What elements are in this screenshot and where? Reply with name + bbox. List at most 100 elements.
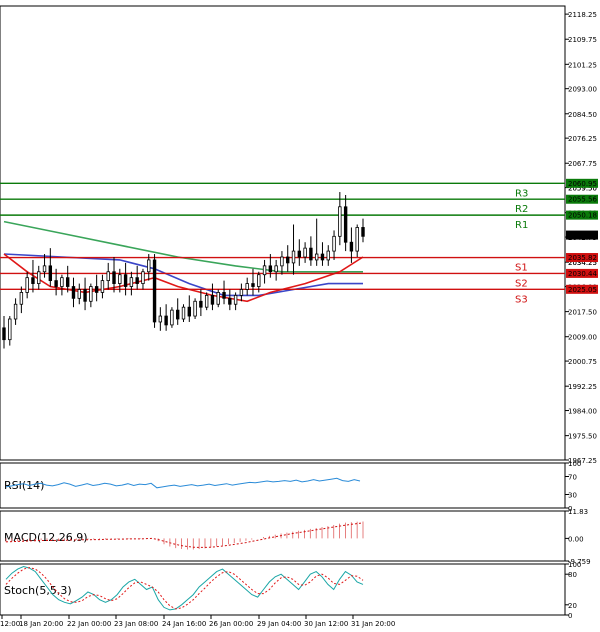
stoch-k-line <box>5 565 364 611</box>
candle-up <box>245 283 249 290</box>
candle-up <box>42 265 47 273</box>
candle-up <box>239 289 244 296</box>
candle-up <box>303 247 307 258</box>
level-name-r3: R3 <box>515 188 528 199</box>
price-tag-r1 <box>566 210 598 220</box>
candle-up <box>129 277 134 287</box>
candle-down <box>123 274 128 287</box>
macd-series: 11.83 0.00 -9.759 <box>5 508 591 566</box>
candle-down <box>65 277 70 287</box>
rsi-series: 100 70 30 0 <box>5 460 581 513</box>
price-tag-label-r2: 2055.56 <box>568 196 597 204</box>
candle-down <box>94 286 99 293</box>
price-tick-label: 2059.50 <box>568 185 597 193</box>
candle-down <box>349 241 354 252</box>
candle-up <box>147 259 151 273</box>
candle-down <box>297 250 302 258</box>
candle-down <box>343 206 348 243</box>
ma-green-line <box>3 220 363 273</box>
stoch-series: 100 80 20 0 <box>5 561 581 620</box>
price-tick-label: 1967.25 <box>568 457 597 465</box>
candle-up <box>257 274 261 287</box>
candle-up <box>100 280 105 293</box>
candle-down <box>228 297 232 305</box>
candle-down <box>361 227 365 237</box>
candle-down <box>83 289 87 302</box>
time-tick-label: 24 Jan 16:00 <box>162 620 206 628</box>
candle-down <box>251 283 255 287</box>
rsi-line <box>5 477 361 489</box>
macd-tick-label: 0.00 <box>568 535 584 543</box>
price-tick-label: 2067.75 <box>568 160 597 168</box>
candle-up <box>25 277 29 293</box>
price-tick-label: 1975.50 <box>568 433 597 441</box>
candle-up <box>332 235 336 252</box>
macd-pane-frame <box>0 510 566 562</box>
time-tick-label: 23 Jan 08:00 <box>114 620 158 628</box>
candle-down <box>320 253 325 261</box>
candle-up <box>262 265 267 276</box>
candle-up <box>314 253 319 261</box>
price-tick-label: 1984.00 <box>568 408 597 416</box>
macd-tick-label: -9.759 <box>568 558 591 566</box>
candle-down <box>71 286 76 299</box>
candle-up <box>204 294 209 308</box>
candlesticks <box>2 192 365 349</box>
candle-up <box>118 274 122 284</box>
level-name-s2: S2 <box>515 278 528 289</box>
time-tick-label: 31 Jan 20:00 <box>351 620 395 628</box>
macd-tick-label: 11.83 <box>568 508 588 516</box>
stoch-tick-label: 20 <box>568 602 577 610</box>
rsi-label: RSI(14) <box>4 479 44 492</box>
price-tick-label: 2118.25 <box>568 11 597 19</box>
price-tag-label-s2: 2030.44 <box>568 270 597 278</box>
level-name-s3: S3 <box>515 294 528 305</box>
price-pane-frame <box>0 5 566 461</box>
candle-down <box>31 277 35 284</box>
rsi-tick-label: 0 <box>568 505 572 513</box>
price-tags: 2060.95 2055.56 2050.18 2035.82 2030.44 2025.… <box>566 178 598 294</box>
price-tick-label: 2034.25 <box>568 259 597 267</box>
candle-up <box>193 300 197 317</box>
candle-down <box>199 300 203 308</box>
candle-up <box>8 318 12 341</box>
price-tag-label-s1: 2035.82 <box>568 254 597 262</box>
price-tag-s1 <box>566 253 598 263</box>
price-tag-s2 <box>566 268 598 278</box>
current-price-label: 2043.42 <box>568 232 597 240</box>
rsi-pane-frame <box>0 462 566 509</box>
rsi-tick-label: 70 <box>568 474 577 482</box>
candle-up <box>19 292 24 305</box>
price-tick-label: 2101.25 <box>568 61 597 69</box>
candle-up <box>181 306 186 320</box>
current-price-tag <box>566 230 598 240</box>
candle-up <box>274 265 278 273</box>
candle-down <box>164 315 168 326</box>
candle-up <box>291 250 296 264</box>
candle-down <box>268 265 273 273</box>
rsi-tick-label: 30 <box>568 492 577 500</box>
stoch-tick-label: 80 <box>568 571 577 579</box>
pivot-levels: R3 R2 R1 S1 S2 S3 <box>0 182 565 305</box>
price-tick-label: 2000.75 <box>568 358 597 366</box>
candle-down <box>286 256 290 264</box>
time-tick-label: 26 Jan 00:00 <box>209 620 253 628</box>
price-tag-label-s3: 2025.05 <box>568 286 597 294</box>
candle-up <box>158 315 163 323</box>
stoch-tick-label: 0 <box>568 612 572 620</box>
candle-down <box>2 327 6 341</box>
candle-down <box>222 292 226 299</box>
candle-down <box>48 265 53 282</box>
candle-up <box>141 271 145 284</box>
candle-up <box>280 256 284 267</box>
time-tick-label: 30 Jan 12:00 <box>304 620 348 628</box>
candle-up <box>106 271 110 282</box>
candle-down <box>135 277 139 284</box>
macd-label: MACD(12,26,9) <box>4 531 88 544</box>
candle-up <box>326 250 330 261</box>
candle-down <box>152 259 157 323</box>
candle-up <box>216 292 220 305</box>
